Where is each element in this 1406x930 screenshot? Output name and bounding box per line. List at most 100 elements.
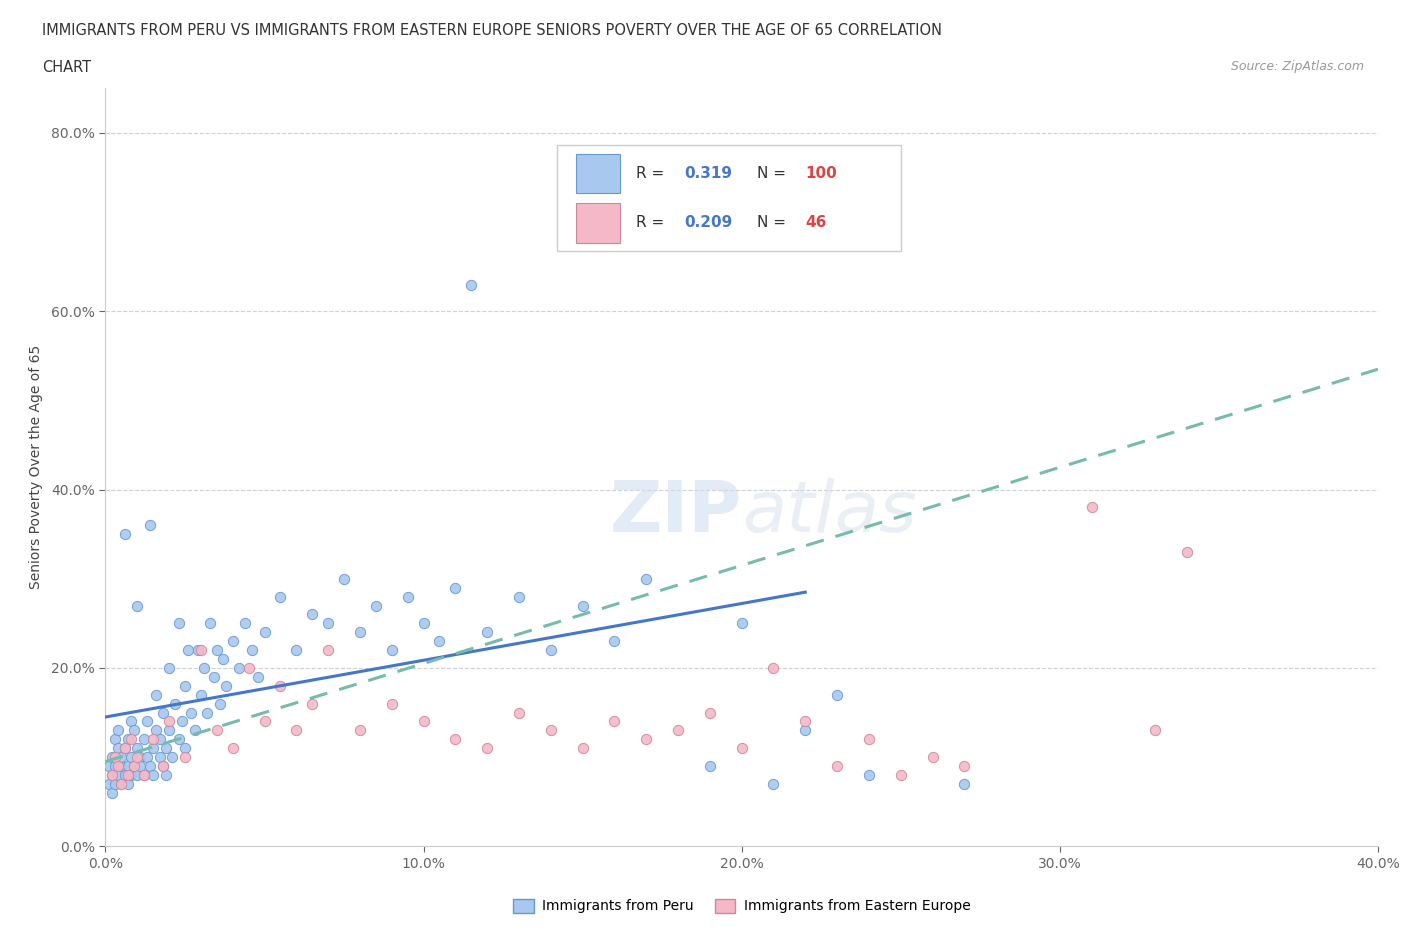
Point [222, 741, 245, 756]
Point [167, 616, 190, 631]
Point [117, 777, 139, 791]
Point [142, 741, 165, 756]
Point [253, 625, 276, 640]
Point [921, 750, 943, 764]
Point [132, 767, 155, 782]
Point [107, 767, 129, 782]
Point [174, 741, 197, 756]
Point [120, 732, 142, 747]
Point [571, 598, 593, 613]
Point [731, 741, 754, 756]
Point [165, 697, 187, 711]
Point [127, 598, 149, 613]
Point [167, 732, 190, 747]
Text: N =: N = [756, 166, 790, 181]
Point [97, 759, 120, 774]
Point [460, 277, 482, 292]
Point [152, 705, 174, 720]
Point [117, 732, 139, 747]
Point [139, 759, 162, 774]
Point [132, 732, 155, 747]
Point [104, 732, 127, 747]
Point [101, 767, 124, 782]
Point [429, 633, 451, 648]
Point [762, 777, 785, 791]
Point [174, 750, 197, 764]
Point [190, 687, 212, 702]
Text: R =: R = [636, 166, 669, 181]
Point [180, 705, 202, 720]
Point [666, 723, 689, 737]
Point [122, 759, 145, 774]
Point [953, 777, 976, 791]
Point [114, 741, 136, 756]
Text: atlas: atlas [742, 478, 917, 547]
Point [269, 590, 291, 604]
Point [162, 750, 184, 764]
Point [825, 759, 848, 774]
Point [145, 723, 167, 737]
Point [114, 767, 136, 782]
Point [110, 759, 132, 774]
Point [508, 705, 530, 720]
Point [212, 652, 235, 667]
Point [285, 643, 308, 658]
Point [145, 687, 167, 702]
Text: R =: R = [636, 216, 669, 231]
Point [139, 518, 162, 533]
Point [205, 643, 228, 658]
Point [157, 660, 180, 675]
Point [152, 759, 174, 774]
Point [858, 732, 880, 747]
Point [301, 607, 323, 622]
Point [253, 714, 276, 729]
Point [193, 660, 215, 675]
Point [571, 741, 593, 756]
Point [104, 777, 127, 791]
Point [235, 616, 257, 631]
Point [127, 750, 149, 764]
Point [301, 697, 323, 711]
Point [129, 759, 152, 774]
Point [475, 625, 498, 640]
Point [381, 697, 404, 711]
Point [142, 732, 165, 747]
Point [412, 714, 434, 729]
Point [157, 714, 180, 729]
Point [114, 741, 136, 756]
Point [444, 732, 467, 747]
Point [240, 643, 263, 658]
Point [699, 759, 721, 774]
Point [129, 750, 152, 764]
Point [190, 643, 212, 658]
Point [107, 759, 129, 774]
Point [122, 759, 145, 774]
Point [794, 723, 817, 737]
Point [107, 723, 129, 737]
Point [636, 571, 658, 586]
Point [364, 598, 387, 613]
Point [508, 590, 530, 604]
FancyBboxPatch shape [576, 153, 620, 193]
Point [101, 785, 124, 800]
Text: N =: N = [756, 216, 790, 231]
Point [444, 580, 467, 595]
Point [202, 670, 225, 684]
Point [540, 643, 562, 658]
Point [122, 723, 145, 737]
Point [127, 741, 149, 756]
Point [285, 723, 308, 737]
Point [762, 660, 785, 675]
Y-axis label: Seniors Poverty Over the Age of 65: Seniors Poverty Over the Age of 65 [30, 345, 42, 590]
Point [858, 767, 880, 782]
Point [187, 643, 209, 658]
Point [215, 678, 238, 693]
Text: IMMIGRANTS FROM PERU VS IMMIGRANTS FROM EASTERN EUROPE SENIORS POVERTY OVER THE : IMMIGRANTS FROM PERU VS IMMIGRANTS FROM … [42, 23, 942, 38]
Point [228, 660, 250, 675]
FancyBboxPatch shape [576, 203, 620, 243]
Point [349, 625, 371, 640]
Point [890, 767, 912, 782]
Text: Source: ZipAtlas.com: Source: ZipAtlas.com [1230, 60, 1364, 73]
Point [142, 767, 165, 782]
Point [183, 723, 205, 737]
